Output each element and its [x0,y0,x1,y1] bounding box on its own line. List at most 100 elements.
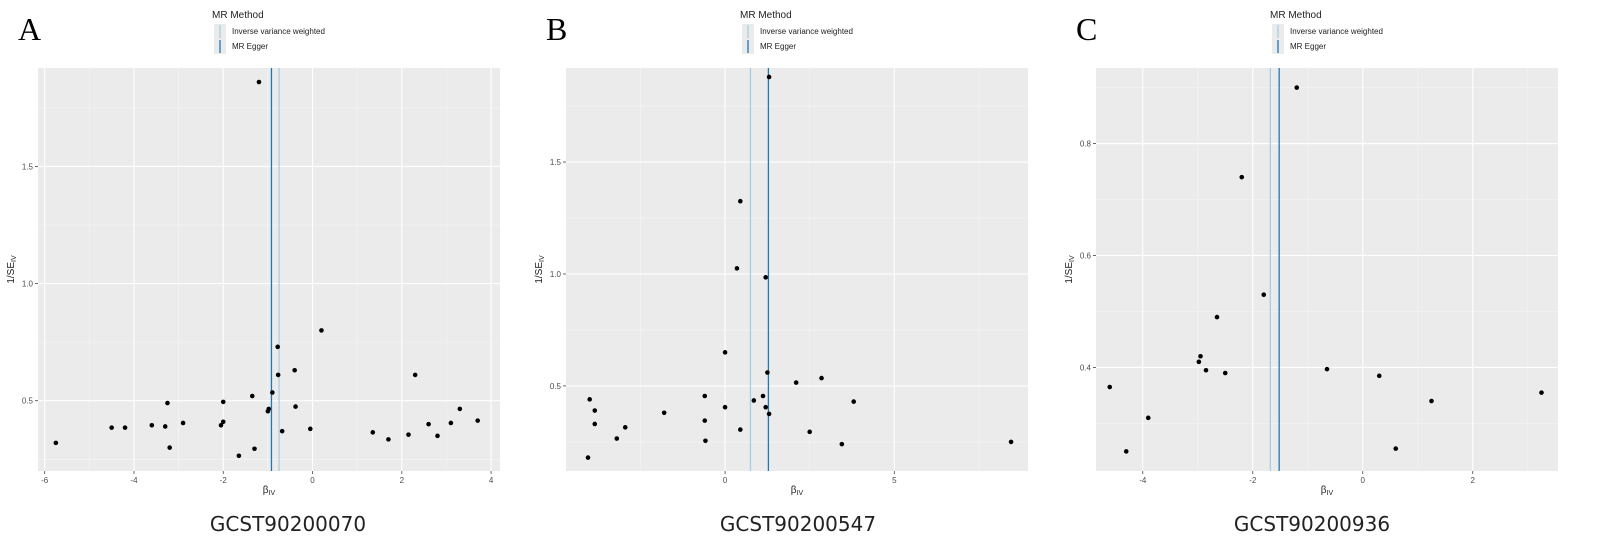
data-point [279,428,285,434]
x-tick-label: 0 [310,476,315,485]
data-point [738,198,743,204]
data-point [703,438,708,444]
data-point [734,266,740,271]
x-tick-label: -4 [130,476,138,485]
data-point [1429,398,1434,404]
data-point [1539,390,1544,395]
data-point [256,79,262,85]
data-point [1214,314,1220,320]
x-axis-title: βIV [1321,485,1334,497]
legend-title: MR Method [1270,10,1322,21]
panel-caption: GCST90200547 [720,512,876,536]
data-point [292,367,297,373]
x-tick-label: -2 [1249,476,1257,485]
data-point [386,437,391,442]
data-point [592,408,598,413]
data-point [1008,439,1014,445]
data-point [162,424,168,429]
data-point [1239,174,1245,180]
panel-letter: C [1076,11,1097,47]
y-tick-label: 0.5 [550,382,562,391]
panel-caption: GCST90200936 [1234,512,1390,536]
data-point [614,436,620,441]
data-point [819,375,824,381]
data-point [167,445,172,450]
panel-caption: GCST90200070 [210,512,366,536]
legend: MR Method Inverse variance weighted MR Egg… [212,10,325,54]
panel-letter: A [18,11,41,47]
plot-background [1096,68,1558,471]
x-tick-label: 2 [400,476,405,485]
x-tick-label: 0 [723,476,728,485]
data-point [236,453,242,459]
data-point [252,446,257,452]
data-point [702,393,708,399]
x-tick-label: 2 [1471,476,1476,485]
data-point [406,432,411,437]
legend-item-label: MR Egger [760,42,796,51]
legend-item-label: Inverse variance weighted [1290,27,1383,36]
data-point [1261,292,1267,297]
data-point [738,427,743,432]
x-axis-title: βIV [263,485,276,497]
plot-background [566,68,1028,471]
data-point [275,372,281,378]
minor-grid [1096,68,1558,471]
y-tick-label: 1.0 [22,280,34,289]
data-point [220,419,226,425]
data-point [1123,449,1129,454]
x-tick-label: 0 [1361,476,1366,485]
data-point [293,404,298,409]
panel-b: 0 5 0.5 1.0 1.5 βIV 1/SEIV B MR Method Inverse va… [534,10,1028,536]
y-tick-label: 0.6 [1080,252,1092,261]
data-point [165,400,170,406]
data-point [1107,384,1113,390]
data-point [426,421,431,427]
x-tick-label: -2 [220,476,228,485]
y-tick-label: 1.5 [22,162,34,171]
data-point [149,423,155,428]
data-point [763,404,768,410]
data-point [722,350,728,355]
data-point [765,370,770,375]
panel-letter: B [546,11,567,47]
data-point [763,275,768,280]
y-axis-title: 1/SEIV [6,255,18,284]
legend-item-label: Inverse variance weighted [760,27,853,36]
data-point [839,441,845,447]
data-point [585,455,591,460]
data-point [766,74,772,80]
x-tick-label: -6 [41,476,49,485]
y-tick-label: 0.5 [22,397,34,406]
data-point [807,429,812,435]
legend: MR Method Inverse variance weighted MR Egg… [740,10,853,54]
data-point [1294,85,1300,90]
data-point [587,397,592,402]
data-point [760,393,766,399]
data-point [1324,366,1330,372]
data-point [457,406,463,412]
data-point [307,426,313,432]
data-point [622,425,628,430]
legend-item-label: Inverse variance weighted [232,27,325,36]
data-point [1198,353,1203,359]
data-point [412,372,418,378]
data-point [109,425,114,430]
data-point [270,390,275,395]
data-point [851,399,856,404]
data-point [218,423,224,428]
y-tick-label: 1.5 [550,158,562,167]
data-point [1145,415,1151,421]
y-tick-label: 1.0 [550,270,562,279]
data-point [661,410,667,416]
data-point [220,399,226,405]
panel-a: -6 -4 -2 0 2 4 0.5 1.0 1.5 βIV 1/SEIV A MR Method Inv… [6,10,500,536]
data-point [702,418,708,423]
data-point [180,420,186,426]
legend-item-label: MR Egger [1290,42,1326,51]
data-point [53,440,59,446]
x-tick-label: 4 [489,476,494,485]
legend: MR Method Inverse variance weighted MR Egg… [1270,10,1383,54]
legend-item-label: MR Egger [232,42,268,51]
